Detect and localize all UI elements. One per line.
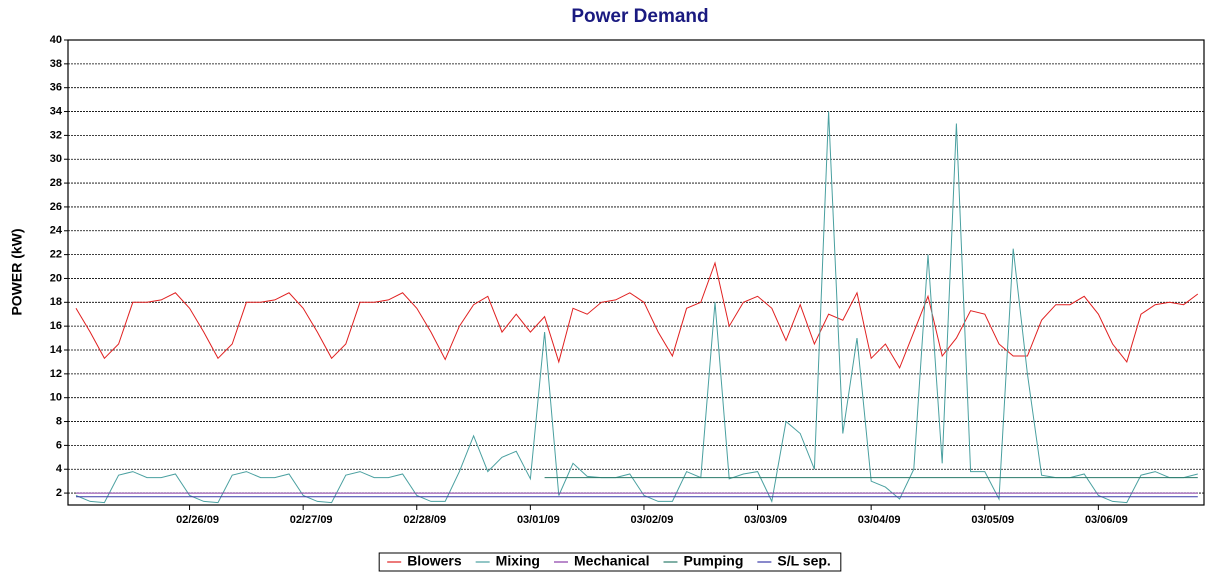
y-tick-label: 20 (50, 272, 62, 284)
y-tick-label: 38 (50, 58, 62, 70)
y-tick-label: 40 (50, 34, 62, 46)
x-tick-label: 03/06/09 (1085, 514, 1128, 526)
y-tick-label: 14 (50, 344, 63, 356)
legend-label: S/L sep. (777, 553, 830, 569)
x-tick-label: 03/01/09 (517, 514, 560, 526)
y-tick-label: 18 (50, 296, 62, 308)
x-tick-label: 03/03/09 (744, 514, 787, 526)
legend-label: Mechanical (574, 553, 649, 569)
y-tick-label: 12 (50, 368, 62, 380)
x-tick-label: 02/28/09 (403, 514, 446, 526)
y-tick-label: 2 (56, 487, 62, 499)
y-tick-label: 6 (56, 439, 62, 451)
x-tick-label: 03/02/09 (631, 514, 674, 526)
x-tick-label: 02/27/09 (290, 514, 333, 526)
x-tick-label: 02/26/09 (176, 514, 219, 526)
y-tick-label: 22 (50, 249, 62, 261)
plot-frame (67, 39, 1205, 506)
legend: Blowers Mixing Mechanical Pumping S/L sep. (378, 552, 842, 572)
legend-label: Mixing (496, 553, 540, 569)
legend-label: Blowers (407, 553, 462, 569)
chart-title: Power Demand (571, 6, 708, 27)
series-line (75, 261, 1199, 370)
x-tick-label: 03/04/09 (858, 514, 901, 526)
y-tick-label: 16 (50, 320, 62, 332)
y-tick-label: 26 (50, 201, 62, 213)
y-tick-label: 8 (56, 415, 62, 427)
y-tick-label: 24 (50, 225, 63, 237)
y-tick-label: 30 (50, 153, 62, 165)
y-tick-label: 34 (50, 105, 63, 117)
y-axis-label: POWER (kW) (9, 228, 25, 315)
y-tick-label: 4 (56, 463, 63, 475)
series-line (75, 111, 1198, 504)
y-tick-label: 36 (50, 82, 62, 94)
legend-box (378, 552, 842, 572)
y-tick-label: 32 (50, 129, 62, 141)
y-tick-label: 10 (50, 392, 62, 404)
x-tick-label: 03/05/09 (971, 514, 1014, 526)
y-tick-label: 28 (50, 177, 62, 189)
legend-label: Pumping (683, 553, 743, 569)
